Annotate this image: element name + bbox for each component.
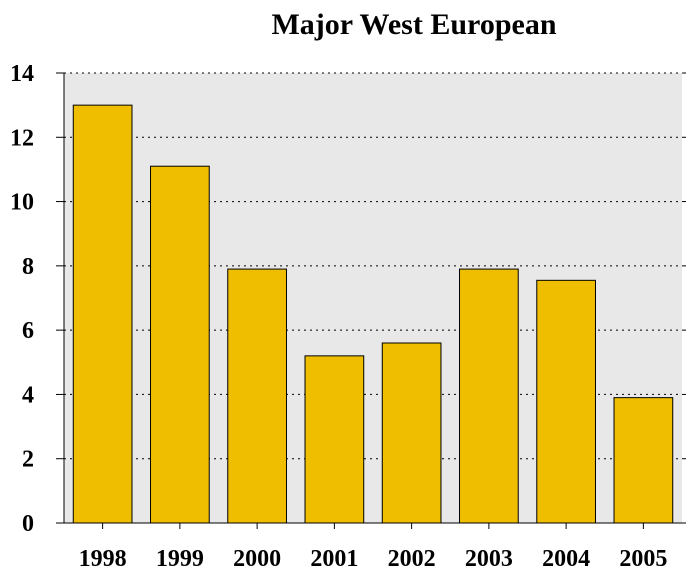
x-tick-label: 2001 (310, 546, 358, 572)
x-tick-label: 1998 (79, 546, 127, 572)
bar-1998 (72, 104, 133, 524)
axes (56, 72, 686, 529)
x-tick-label: 2005 (619, 546, 667, 572)
bars (72, 104, 674, 524)
x-axis-tick-labels: 1998 1999 2000 2001 2002 2003 2004 2005 (79, 546, 668, 572)
y-tick-label: 12 (10, 125, 34, 151)
x-tick-label: 2000 (233, 546, 281, 572)
bar-1999 (150, 165, 210, 524)
bar-2005 (613, 397, 674, 524)
y-tick-label: 10 (10, 190, 34, 216)
bar-2000 (227, 268, 287, 524)
y-axis-tick-labels: 0 2 4 6 8 10 12 14 (10, 61, 34, 537)
chart-title: Major West European (271, 8, 556, 41)
bar-2003 (459, 268, 519, 524)
x-tick-label: 1999 (156, 546, 204, 572)
y-tick-label: 14 (10, 61, 34, 87)
bar-2002 (381, 342, 442, 524)
x-tick-label: 2003 (465, 546, 513, 572)
x-tick-label: 2002 (388, 546, 436, 572)
bar-2001 (304, 355, 365, 524)
y-tick-label: 0 (22, 511, 34, 537)
y-tick-label: 4 (22, 382, 34, 408)
x-tick-label: 2004 (542, 546, 590, 572)
y-tick-label: 2 (22, 447, 34, 473)
y-tick-label: 6 (22, 318, 34, 344)
bar-2004 (536, 279, 596, 524)
y-tick-label: 8 (22, 254, 34, 280)
